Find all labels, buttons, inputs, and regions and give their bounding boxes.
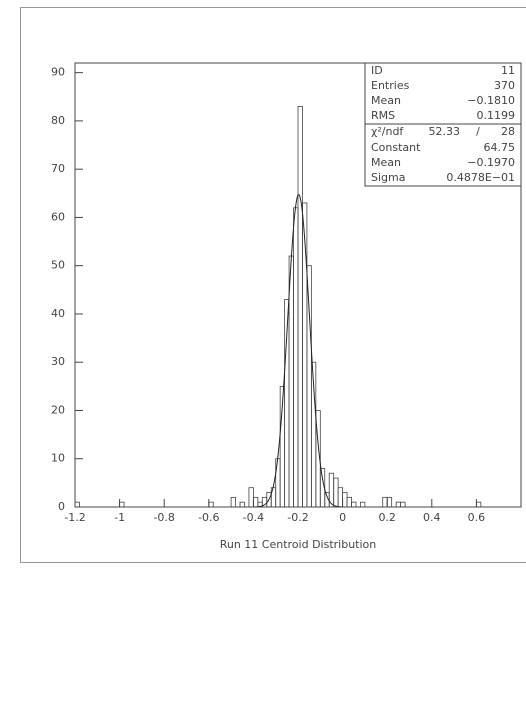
bar [333, 477, 339, 508]
y-tick-label: 20 [51, 403, 65, 416]
fit-value: −0.1970 [467, 156, 515, 169]
bar [360, 501, 366, 508]
x-axis-title: Run 11 Centroid Distribution [220, 538, 377, 551]
y-tick-label: 80 [51, 114, 65, 127]
stat-name: RMS [371, 109, 395, 122]
y-tick-label: 50 [51, 259, 65, 272]
bar [351, 501, 357, 508]
stat-value: 0.1199 [477, 109, 516, 122]
bar [293, 207, 299, 508]
bar [475, 501, 482, 508]
bar [342, 492, 348, 508]
stat-value: 11 [501, 64, 515, 77]
bar [239, 501, 245, 508]
bar [395, 501, 401, 508]
x-tick-label: -0.4 [243, 511, 264, 524]
x-tick-label: 0.2 [378, 511, 396, 524]
bar [297, 106, 303, 508]
bar [386, 496, 393, 508]
stat-name: ID [371, 64, 383, 77]
fit-separator: / [476, 125, 480, 138]
fit-name: Sigma [371, 171, 405, 184]
fit-value: 64.75 [484, 141, 516, 154]
stat-name: Entries [371, 79, 410, 92]
bar [400, 501, 406, 508]
bar [346, 496, 352, 508]
bar [252, 496, 259, 508]
y-tick-label: 0 [58, 500, 65, 513]
bar [382, 496, 388, 508]
frame [20, 7, 526, 563]
fit-value: 52.33 [429, 125, 461, 138]
bar [337, 487, 344, 508]
x-tick-label: -1 [114, 511, 125, 524]
fit-value: 0.4878E−01 [446, 171, 515, 184]
bar [248, 487, 254, 508]
bar [74, 501, 80, 508]
fit-name: χ²/ndf [371, 125, 404, 138]
y-tick-label: 10 [51, 452, 65, 465]
fit-name: Constant [371, 141, 421, 154]
y-tick-label: 40 [51, 307, 65, 320]
bar [119, 501, 125, 508]
x-tick-label: -1.2 [64, 511, 85, 524]
stat-value: −0.1810 [467, 94, 515, 107]
y-tick-label: 70 [51, 162, 65, 175]
x-tick-label: 0 [339, 511, 346, 524]
stat-value: 370 [494, 79, 515, 92]
bar [302, 202, 308, 508]
x-tick-label: 0.6 [468, 511, 486, 524]
stat-name: Mean [371, 94, 401, 107]
x-tick-label: -0.8 [153, 511, 174, 524]
bar [230, 496, 236, 508]
fit-name: Mean [371, 156, 401, 169]
x-tick-label: -0.6 [198, 511, 219, 524]
y-tick-label: 30 [51, 355, 65, 368]
y-tick-label: 90 [51, 66, 65, 79]
bar [288, 255, 294, 508]
fit-value: 28 [501, 125, 515, 138]
x-tick-label: 0.4 [423, 511, 441, 524]
x-tick-label: -0.2 [287, 511, 308, 524]
y-tick-label: 60 [51, 210, 65, 223]
bar [208, 501, 214, 508]
